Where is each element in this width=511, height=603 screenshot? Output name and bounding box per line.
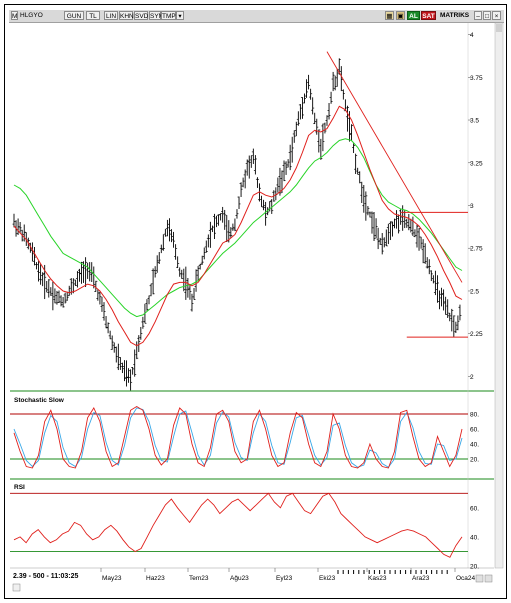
scroll-up-icon[interactable] — [496, 24, 502, 32]
price-y-tick-label: 2.75 — [470, 246, 483, 253]
price-y-tick-label: 3.25 — [470, 160, 483, 167]
status-readout: 2.39 - 500 - 11:03:25 — [13, 573, 79, 580]
sym-button[interactable]: SYM — [149, 11, 165, 20]
tmp-button[interactable]: TMP — [161, 11, 176, 20]
x-tick-label: Ağu23 — [230, 575, 249, 582]
price-y-tick-label: 2.25 — [470, 331, 483, 338]
close-icon[interactable]: × — [492, 11, 501, 20]
x-tick-label: Ara23 — [412, 575, 430, 582]
x-tick-label: Eyl23 — [276, 575, 293, 582]
x-tick-label: Oca24 — [456, 575, 476, 582]
x-tick-label: Haz23 — [146, 575, 165, 582]
stochastic-title: Stochastic Slow — [14, 397, 65, 404]
green-moving-average — [13, 138, 463, 318]
price-y-tick-label: 3.5 — [470, 118, 479, 125]
x-tick-label: Tem23 — [189, 575, 209, 582]
scroll-right-icon[interactable] — [484, 574, 493, 583]
minimize-icon[interactable]: – — [474, 11, 482, 20]
stoch-d-line — [13, 407, 463, 468]
rsi-title: RSI — [14, 484, 25, 491]
buy-button[interactable]: AL — [407, 11, 420, 20]
rsi-y-tick-label: 40. — [470, 534, 479, 541]
x-axis: May23 Haz23 Tem23 Ağu23 Eyl23 Eki23 Kas23 Ara23… — [100, 568, 476, 582]
stoch-y-tick-label: 60. — [470, 427, 479, 434]
price-y-tick-label: 2 — [470, 374, 474, 381]
price-y-tick-label: 3.75 — [470, 75, 483, 82]
x-tick-label: Kas23 — [368, 575, 387, 582]
zoom-button[interactable] — [12, 583, 21, 592]
price-panel: 2 2.25 2.5 2.75 3 3.25 3.5 3.75 4 — [12, 32, 483, 391]
maximize-icon[interactable]: □ — [483, 11, 491, 20]
down-trendline — [326, 51, 463, 283]
stoch-k-line — [13, 405, 463, 469]
svd-button[interactable]: SVD — [134, 11, 149, 20]
period-button[interactable]: GUN — [64, 11, 84, 20]
rsi-y-tick-label: 20. — [470, 564, 479, 571]
price-y-tick-label: 4 — [470, 32, 474, 39]
red-moving-average — [13, 105, 463, 347]
stoch-y-tick-label: 80. — [470, 412, 479, 419]
lin-button[interactable]: LIN — [104, 11, 118, 20]
khn-button[interactable]: KHN — [119, 11, 134, 20]
price-y-tick-label: 2.5 — [470, 288, 479, 295]
scroll-left-icon[interactable] — [475, 574, 484, 583]
sell-button[interactable]: SAT — [421, 11, 436, 20]
chart-window — [4, 4, 507, 599]
symbol-label[interactable]: HLGYO — [20, 12, 43, 19]
chart-tool-icon[interactable]: ▦ — [385, 11, 394, 20]
vertical-scrollbar[interactable] — [494, 22, 504, 569]
stochastic-panel: Stochastic Slow 20. 40. 60. 80. — [10, 397, 479, 469]
brand-logo: MATRIKS — [440, 12, 470, 19]
x-tick-label: May23 — [102, 575, 122, 582]
rsi-panel: RSI 20. 40. 60. — [10, 484, 479, 571]
symbol-box[interactable]: M — [11, 11, 18, 20]
stoch-y-tick-label: 20. — [470, 457, 479, 464]
rsi-line — [13, 492, 463, 558]
price-y-tick-label: 3 — [470, 203, 474, 210]
stoch-y-tick-label: 40. — [470, 442, 479, 449]
x-tick-label: Eki23 — [319, 575, 336, 582]
toolbar: M HLGYO GUN TL LIN KHN SVD SYM TMP ▾ ▦ ▣… — [9, 10, 504, 23]
rsi-y-tick-label: 60. — [470, 505, 479, 512]
dropdown-arrow-icon[interactable]: ▾ — [176, 11, 184, 20]
currency-button[interactable]: TL — [86, 11, 100, 20]
settings-icon[interactable]: ▣ — [396, 11, 405, 20]
